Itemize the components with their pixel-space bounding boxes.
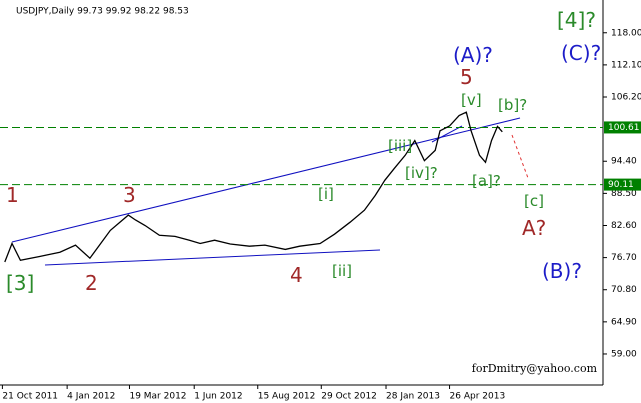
wave-label: [b]? bbox=[498, 96, 527, 114]
wave-label: [4]? bbox=[557, 8, 596, 32]
trend-line bbox=[11, 117, 521, 243]
y-tick-label: 59.00 bbox=[611, 349, 637, 359]
wave-label: [iii] bbox=[388, 137, 412, 155]
y-tick-label: 82.60 bbox=[611, 221, 637, 231]
y-tick-label: 94.40 bbox=[611, 157, 637, 167]
wave-label: (C)? bbox=[561, 41, 601, 65]
footer: forDmitry@yahoo.com bbox=[472, 362, 598, 375]
trend-line bbox=[431, 125, 463, 143]
level-box bbox=[604, 121, 641, 134]
x-tick-label: 26 Apr 2013 bbox=[450, 392, 506, 402]
x-tick-label: 29 Oct 2012 bbox=[321, 392, 377, 402]
y-tick-label: 88.50 bbox=[611, 189, 637, 199]
x-tick-label: 15 Aug 2012 bbox=[258, 392, 316, 402]
level-box bbox=[604, 178, 641, 191]
wave-label: [i] bbox=[318, 185, 334, 203]
wave-label: 3 bbox=[123, 183, 136, 207]
projection-line bbox=[511, 134, 529, 179]
wave-label: [a]? bbox=[472, 172, 501, 190]
wave-label: 2 bbox=[85, 271, 98, 295]
wave-label: (B)? bbox=[542, 259, 582, 283]
trend-line bbox=[44, 249, 381, 266]
y-tick-label: 112.10 bbox=[611, 60, 641, 70]
y-tick-label: 76.70 bbox=[611, 253, 637, 263]
level-label: 90.11 bbox=[608, 180, 634, 190]
wave-label: 4 bbox=[290, 263, 303, 287]
wave-label: [c] bbox=[524, 192, 544, 210]
y-tick-label: 106.20 bbox=[611, 93, 641, 103]
chart-title: USDJPY,Daily 99.73 99.92 98.22 98.53 bbox=[16, 7, 189, 17]
wave-label: [ii] bbox=[332, 262, 352, 280]
y-tick-label: 118.00 bbox=[611, 28, 641, 38]
wave-label: [iv]? bbox=[405, 164, 438, 182]
wave-label: (A)? bbox=[453, 43, 493, 67]
level-label: 100.61 bbox=[608, 123, 640, 133]
wave-label: [v] bbox=[461, 91, 482, 109]
y-tick-label: 64.90 bbox=[611, 317, 637, 327]
x-tick-label: 28 Jan 2013 bbox=[386, 392, 440, 402]
wave-label: [3] bbox=[6, 271, 34, 295]
x-tick-label: 19 Mar 2012 bbox=[129, 392, 186, 402]
price-line bbox=[4, 111, 503, 263]
wave-label: 5 bbox=[460, 65, 473, 89]
wave-label: 1 bbox=[6, 183, 19, 207]
x-tick-label: 21 Oct 2011 bbox=[2, 392, 58, 402]
wave-label: A? bbox=[522, 216, 546, 240]
x-tick-label: 1 Jun 2012 bbox=[194, 392, 242, 402]
x-tick-label: 4 Jan 2012 bbox=[67, 392, 115, 402]
y-tick-label: 70.80 bbox=[611, 285, 637, 295]
